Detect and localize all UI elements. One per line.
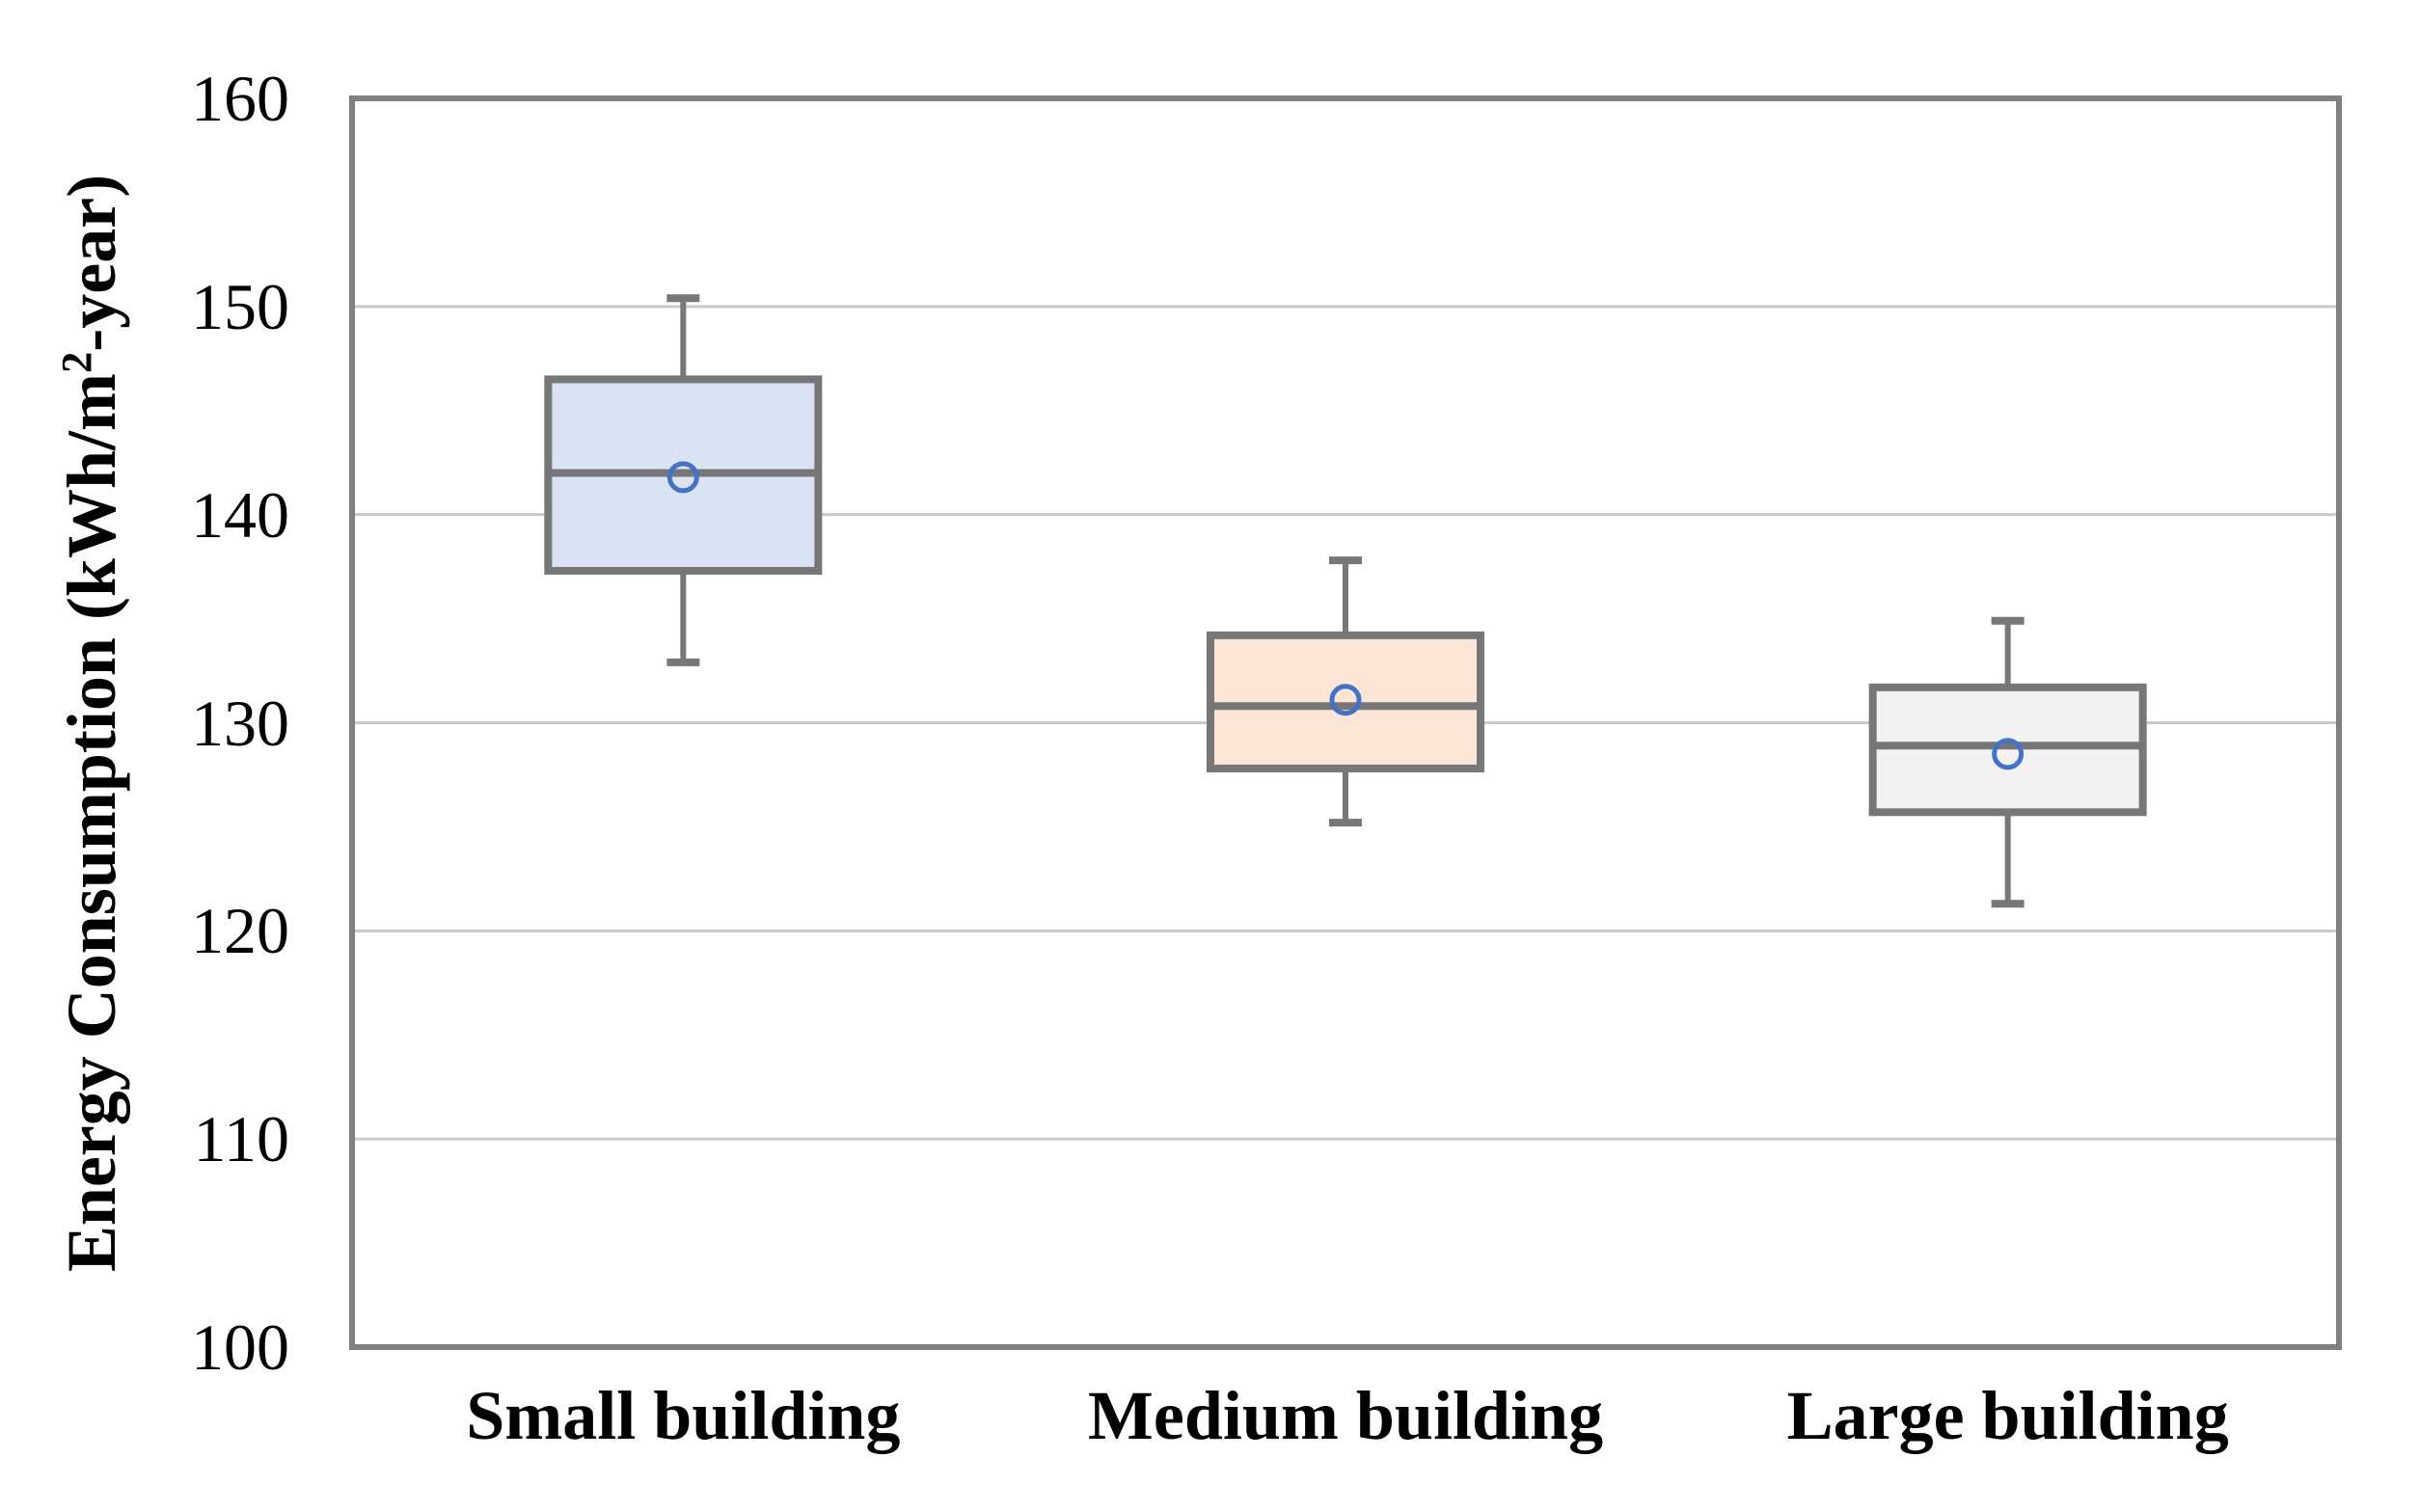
- y-tick-label-130: 130: [191, 686, 289, 760]
- x-axis-label-small-building: Small building: [466, 1377, 901, 1454]
- y-tick-label-100: 100: [191, 1310, 289, 1384]
- x-axis-label-medium-building: Medium building: [1087, 1377, 1604, 1454]
- mean-marker-small-building: [666, 461, 699, 494]
- mean-marker-large-building: [1992, 738, 2025, 770]
- box-large-building: [1868, 683, 2147, 817]
- y-tick-label-110: 110: [193, 1102, 289, 1176]
- box-medium-building: [1207, 631, 1484, 772]
- y-tick-label-160: 160: [191, 62, 289, 135]
- plot-frame: [349, 95, 2342, 1350]
- y-tick-label-150: 150: [191, 269, 289, 343]
- y-axis-title-superscript: 2: [52, 351, 100, 374]
- x-axis-label-large-building: Large building: [1786, 1377, 2229, 1454]
- y-tick-label-120: 120: [191, 894, 289, 968]
- mean-marker-medium-building: [1329, 684, 1362, 716]
- y-tick-label-140: 140: [191, 477, 289, 552]
